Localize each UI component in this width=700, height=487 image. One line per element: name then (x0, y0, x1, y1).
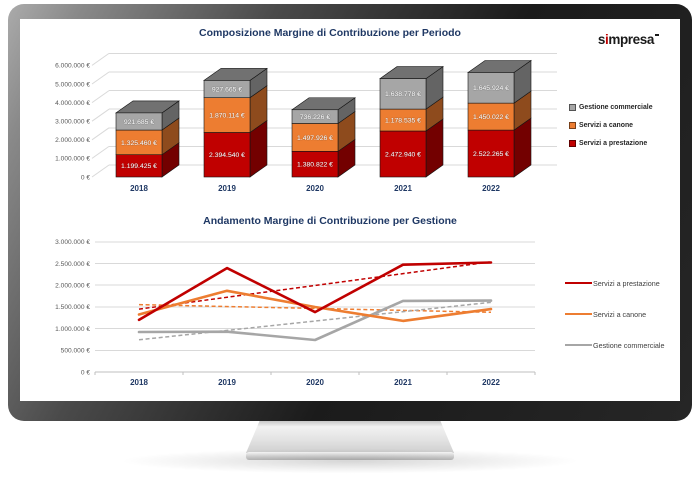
chart1-legend: Gestione commerciale Servizi a canone Serv… (569, 103, 653, 147)
monitor-stand-base (246, 452, 454, 460)
y-axis-tick-label: 6.000.000 € (55, 63, 90, 70)
legend-item: Gestione commerciale (565, 339, 665, 351)
bar-value-label: 2.472.940 € (385, 151, 421, 158)
bar-value-label: 1.450.022 € (473, 114, 509, 121)
bar-value-label: 2.394.540 € (209, 152, 245, 159)
category-label: 2019 (218, 378, 236, 387)
bar-value-label: 1.645.924 € (473, 85, 509, 92)
y-axis-tick-label: 2.500.000 € (55, 261, 90, 268)
bar-value-label: 1.380.822 € (297, 162, 333, 169)
y-axis-tick-label: 2.000.000 € (55, 283, 90, 290)
bar-value-label: 2.522.265 € (473, 151, 509, 158)
monitor-stand (246, 421, 454, 461)
legend-label: Servizi a canone (579, 121, 634, 129)
line-series (137, 299, 493, 342)
bar-segment (203, 97, 251, 133)
monitor-stand-neck (246, 421, 454, 453)
grid-diagonal (91, 90, 110, 104)
y-axis-tick-label: 1.500.000 € (55, 304, 90, 311)
bar-segment (203, 80, 251, 98)
bar-segment (115, 112, 163, 131)
y-axis-tick-label: 0 € (81, 369, 90, 376)
bar-value-label: 1.178.535 € (385, 117, 421, 124)
y-axis-tick-label: 3.000.000 € (55, 239, 90, 246)
legend-line-swatch (565, 312, 592, 316)
y-axis-tick-label: 3.000.000 € (55, 119, 90, 126)
chart1-title: Composizione Margine di Contribuzione pe… (199, 27, 461, 39)
bar-value-label: 927.665 € (212, 86, 242, 93)
y-axis-tick-label: 4.000.000 € (55, 100, 90, 107)
grid-diagonal (91, 145, 110, 159)
monitor-shadow (112, 448, 588, 474)
legend-swatch (569, 121, 576, 129)
logo-text-end: mpresa (608, 32, 654, 47)
category-label: 2018 (130, 378, 148, 387)
bar-segment (291, 123, 339, 152)
stacked-bar-chart: 0 € 1.000.000 € 2.000.000 € 3.000.000 € 4.00… (55, 52, 557, 193)
legend-line-swatch (565, 343, 592, 347)
y-axis-tick-label: 2.000.000 € (55, 137, 90, 144)
bar-value-label: 1.199.425 € (121, 163, 157, 170)
screen: Composizione Margine di Contribuzione pe… (20, 19, 680, 401)
bar-segment (467, 102, 515, 131)
bar-segment (379, 130, 427, 178)
category-label: 2022 (482, 378, 500, 387)
line-series (137, 289, 493, 323)
y-axis-tick-label: 0 € (81, 174, 90, 181)
category-label: 2020 (306, 184, 324, 193)
bar-segment (115, 129, 163, 155)
legend-label: Gestione commerciale (579, 103, 653, 111)
bar-segment (291, 151, 339, 178)
bar-segment (291, 109, 339, 124)
bar-value-label: 1.325.460 € (121, 140, 157, 147)
legend-item: Servizi a prestazione (565, 277, 665, 289)
category-label: 2021 (394, 184, 412, 193)
legend-item: Servizi a canone (565, 308, 665, 320)
bar-value-label: 921.685 € (124, 119, 154, 126)
chart2-title: Andamento Margine di Contribuzione per G… (203, 215, 457, 227)
legend-line-swatch (565, 281, 592, 285)
legend-item: Servizi a prestazione (569, 139, 653, 147)
grid-diagonal (91, 71, 110, 85)
line-series (137, 261, 493, 322)
legend-swatch (569, 103, 576, 111)
bar-value-label: 1.497.926 € (297, 135, 333, 142)
legend-label: Servizi a prestazione (593, 278, 660, 288)
logo-mark (655, 34, 659, 36)
bar-value-label: 1.870.114 € (209, 112, 245, 119)
grid-diagonal (91, 127, 110, 141)
category-label: 2020 (306, 378, 324, 387)
legend-label: Servizi a canone (593, 309, 647, 319)
bar-segment (467, 129, 515, 178)
bar-segment (203, 132, 251, 178)
bar-segment (379, 78, 427, 110)
category-label: 2022 (482, 184, 500, 193)
legend-label: Gestione commerciale (593, 340, 665, 350)
legend-label: Servizi a prestazione (579, 139, 648, 147)
legend-item: Servizi a canone (569, 121, 653, 129)
y-axis-tick-label: 1.000.000 € (55, 326, 90, 333)
trendline (138, 303, 492, 314)
grid-diagonal (91, 164, 110, 178)
chart2-legend: Servizi a prestazione Servizi a canone Ges… (565, 277, 665, 351)
legend-swatch (569, 139, 576, 147)
bar-value-label: 736.226 € (300, 114, 330, 121)
logo-text-start: s (597, 32, 606, 47)
bar-value-label: 1.638.778 € (385, 91, 421, 98)
line-chart: 0 € 500.000 € 1.000.000 € 1.500.000 € 2.000.… (55, 239, 536, 387)
grid-diagonal (91, 52, 110, 66)
category-label: 2019 (218, 184, 236, 193)
category-label: 2021 (394, 378, 412, 387)
grid-diagonal (91, 108, 110, 122)
bar-segment (467, 72, 515, 104)
logo-accent-letter: i (605, 32, 609, 47)
y-axis-tick-label: 5.000.000 € (55, 81, 90, 88)
y-axis-tick-label: 1.000.000 € (55, 156, 90, 163)
category-label: 2018 (130, 184, 148, 193)
legend-item: Gestione commerciale (569, 103, 653, 111)
brand-logo: simpresa (598, 32, 659, 47)
y-axis-tick-label: 500.000 € (61, 348, 91, 355)
